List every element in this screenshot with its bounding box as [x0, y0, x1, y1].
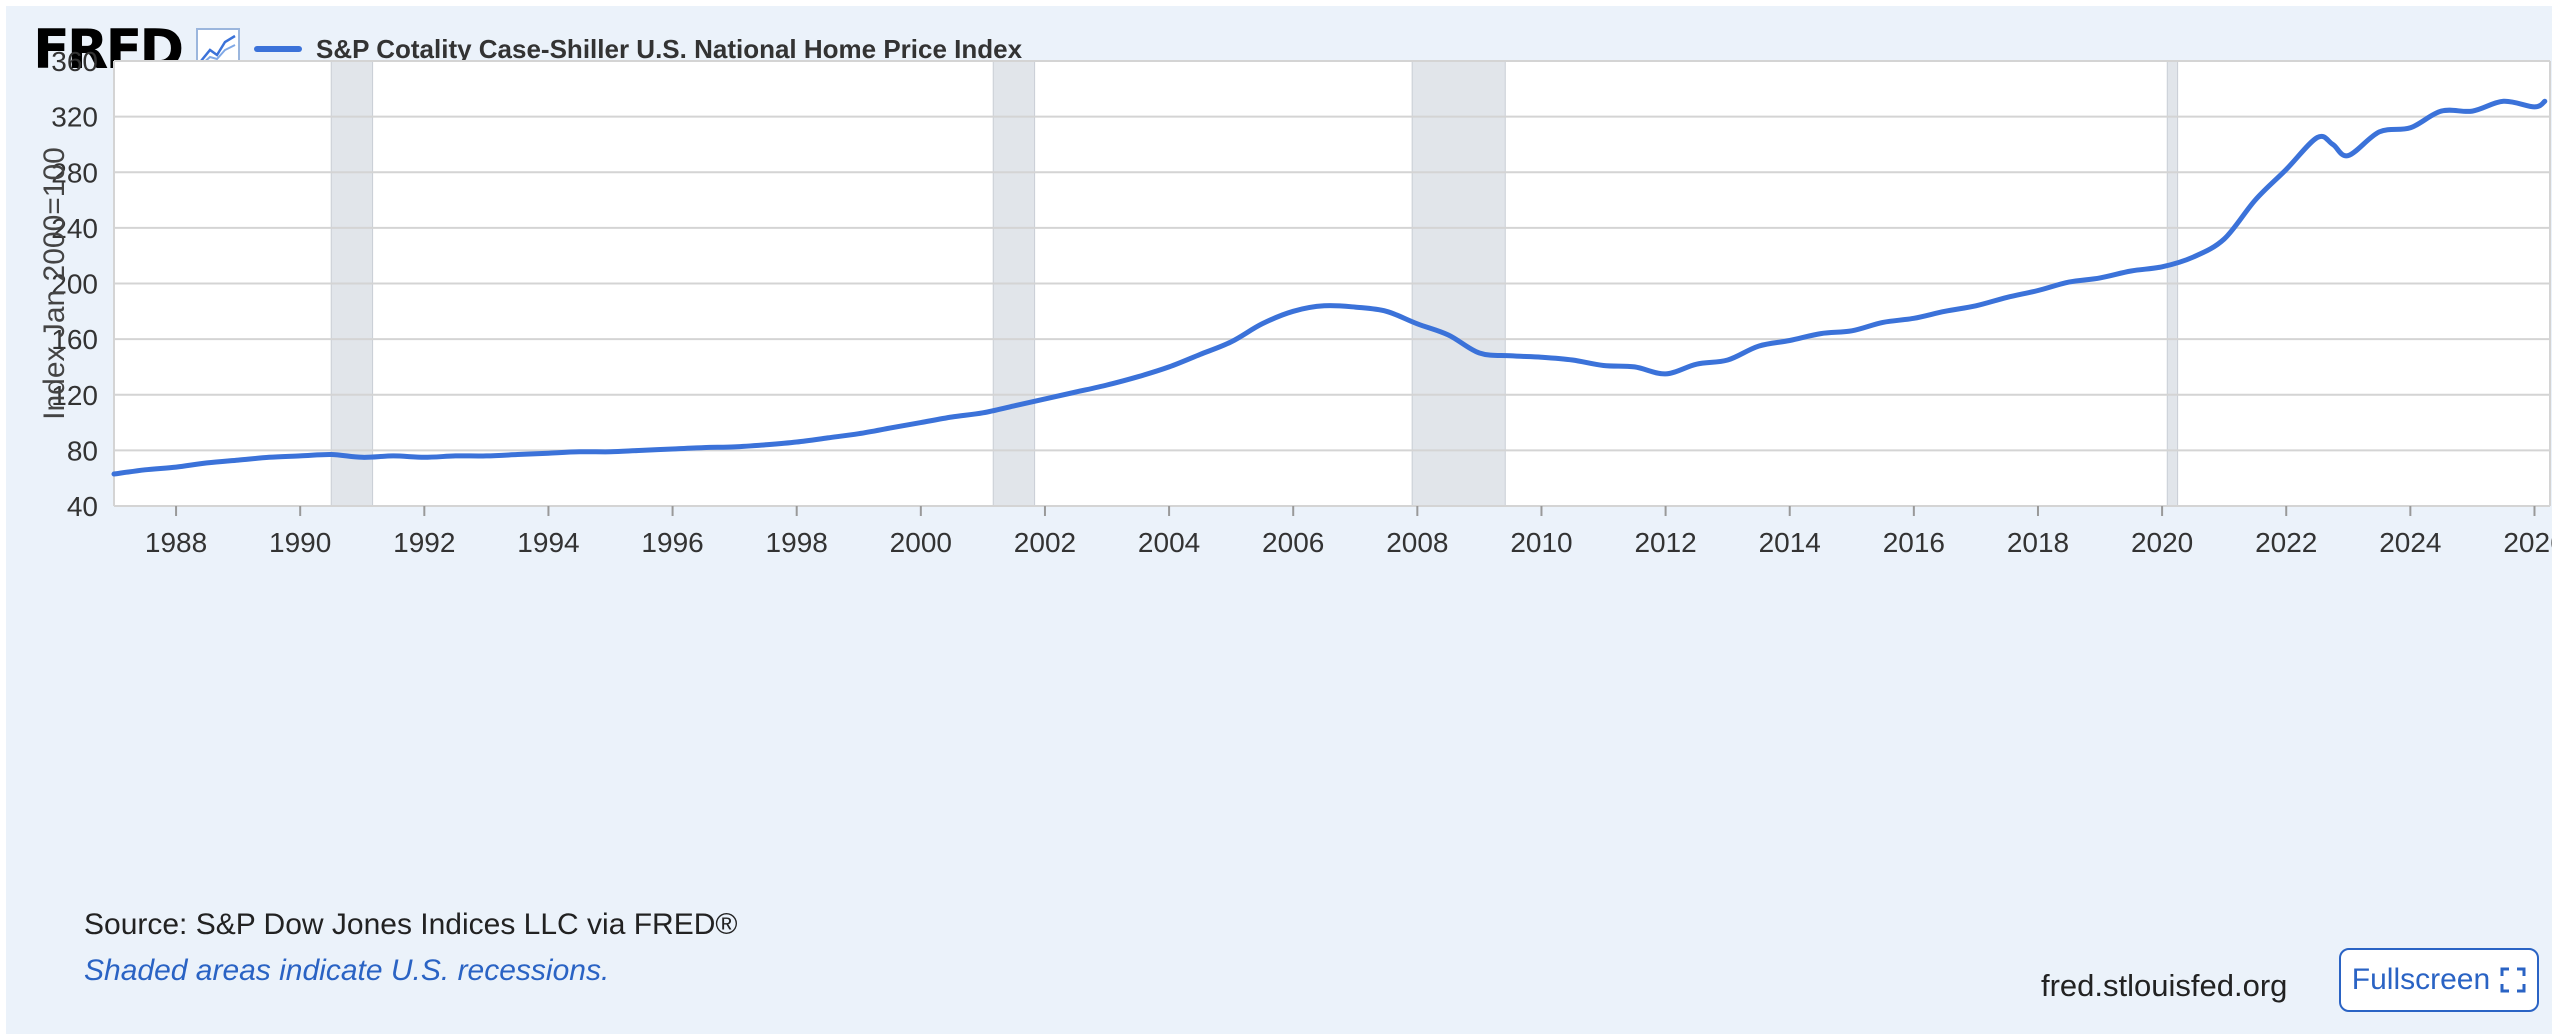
- x-tick-label: 2022: [2255, 527, 2317, 558]
- x-tick-label: 1998: [766, 527, 828, 558]
- x-tick-label: 2014: [1759, 527, 1821, 558]
- y-tick-label: 40: [67, 491, 98, 522]
- x-tick-label: 2006: [1262, 527, 1324, 558]
- x-tick-label: 2010: [1510, 527, 1572, 558]
- series-line[interactable]: [111, 98, 2548, 477]
- x-tick-label: 2024: [2379, 527, 2441, 558]
- x-tick-label: 2016: [1883, 527, 1945, 558]
- x-tick-label: 2020: [2131, 527, 2193, 558]
- y-tick-label: 240: [51, 213, 98, 244]
- y-tick-label: 360: [51, 46, 98, 77]
- x-tick-label: 2004: [1138, 527, 1200, 558]
- x-tick-label: 2012: [1634, 527, 1696, 558]
- x-tick-label: 2026: [2503, 527, 2552, 558]
- y-tick-label: 80: [67, 435, 98, 466]
- y-tick-label: 120: [51, 380, 98, 411]
- x-tick-label: 2008: [1386, 527, 1448, 558]
- x-tick-label: 1994: [517, 527, 579, 558]
- expand-icon: [2500, 967, 2526, 993]
- x-tick-label: 2018: [2007, 527, 2069, 558]
- x-tick-label: 1988: [145, 527, 207, 558]
- y-tick-label: 320: [51, 102, 98, 133]
- x-tick-label: 2000: [890, 527, 952, 558]
- y-axis-ticks: 40 80 120 160 200 240 280 320 360: [51, 46, 98, 522]
- x-tick-label: 2002: [1014, 527, 1076, 558]
- x-tick-label: 1990: [269, 527, 331, 558]
- fullscreen-button[interactable]: Fullscreen: [2339, 948, 2539, 1012]
- x-axis-ticks: 1988 1990 1992 1994 1996 1998 2000 2002 2004 2006…: [145, 506, 2552, 558]
- chart-frame: FRED® S&P Cotality Case-Shiller U.S. Nat…: [6, 6, 2552, 1034]
- grid-lines: [113, 60, 2551, 507]
- source-text: Source: S&P Dow Jones Indices LLC via FR…: [84, 908, 738, 941]
- y-tick-label: 280: [51, 157, 98, 188]
- recession-note[interactable]: Shaded areas indicate U.S. recessions.: [84, 954, 610, 987]
- fullscreen-label: Fullscreen: [2351, 963, 2491, 996]
- legend-series-label: S&P Cotality Case-Shiller U.S. National …: [316, 33, 1023, 64]
- x-tick-label: 1992: [393, 527, 455, 558]
- y-tick-label: 200: [51, 269, 98, 300]
- legend-swatch: [254, 46, 302, 52]
- y-axis-label: Index Jan 2000=100: [38, 147, 71, 420]
- chart-legend: S&P Cotality Case-Shiller U.S. National …: [254, 28, 1022, 70]
- y-tick-label: 160: [51, 324, 98, 355]
- site-url[interactable]: fred.stlouisfed.org: [2041, 968, 2288, 1003]
- x-tick-label: 1996: [641, 527, 703, 558]
